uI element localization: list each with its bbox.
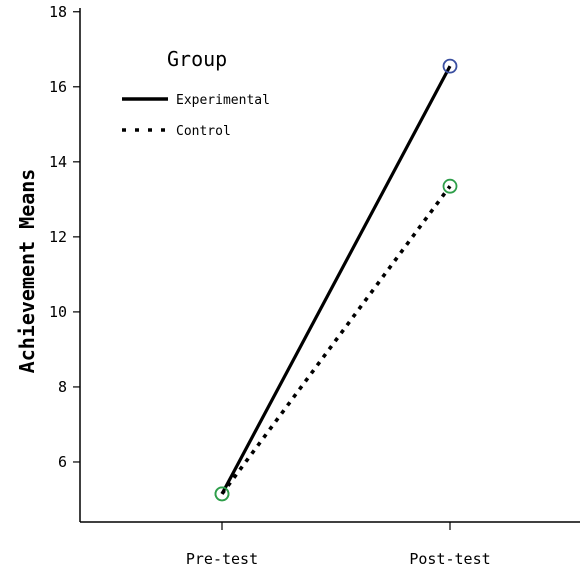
data-point-control (442, 178, 458, 194)
x-tick-label: Pre-test (186, 550, 258, 567)
data-point-experimental (442, 58, 458, 74)
legend: Group Experimental Control (122, 47, 270, 139)
y-tick-label: 18 (49, 3, 67, 21)
data-point-control (214, 486, 230, 502)
series-layer (214, 58, 458, 502)
y-tick-label: 10 (49, 303, 67, 321)
series-line-experimental (220, 65, 452, 495)
series-line-control (220, 185, 452, 495)
y-tick-label: 12 (49, 228, 67, 246)
legend-title: Group (167, 47, 227, 71)
legend-label-experimental: Experimental (176, 93, 270, 108)
y-tick-label: 8 (58, 378, 67, 396)
x-tick-label: Post-test (409, 550, 490, 567)
legend-label-control: Control (176, 124, 231, 139)
y-axis-title: Achievement Means (15, 169, 39, 374)
chart-axes: 6 8 10 12 14 16 18 Pre-test Post-test (49, 3, 580, 567)
y-tick-label: 6 (58, 453, 67, 471)
y-tick-label: 14 (49, 153, 67, 171)
y-tick-label: 16 (49, 78, 67, 96)
